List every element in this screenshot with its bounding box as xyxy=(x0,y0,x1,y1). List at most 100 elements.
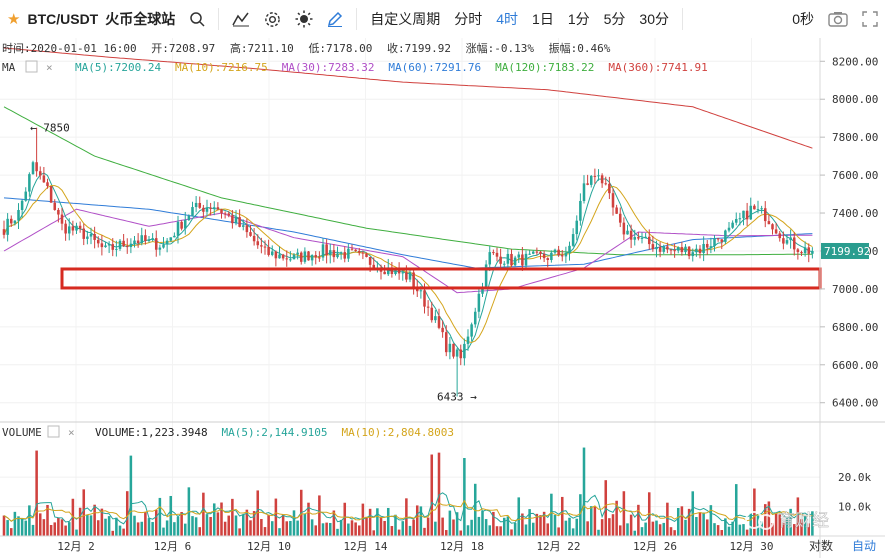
volume-bar xyxy=(180,511,183,536)
volume-bar xyxy=(274,498,278,536)
candle-body xyxy=(618,213,622,223)
volume-settings-icon[interactable] xyxy=(47,425,60,438)
volume-bar xyxy=(354,522,357,536)
auto-scale-button[interactable]: 自动 xyxy=(852,539,876,553)
candle-body xyxy=(510,253,513,266)
volume-bar xyxy=(125,491,129,536)
search-button[interactable] xyxy=(182,0,212,38)
volume-bar xyxy=(194,517,198,536)
countdown-timer: 0秒 xyxy=(792,11,814,27)
candle-body xyxy=(303,251,307,262)
volume-bar xyxy=(386,507,390,536)
candle-body xyxy=(506,253,510,264)
drawing-tool-button[interactable] xyxy=(320,0,350,38)
candle-body xyxy=(107,244,111,246)
volume-bar xyxy=(270,521,274,536)
custom-period-menu[interactable]: 自定义周期 xyxy=(370,11,441,27)
theme-toggle-button[interactable] xyxy=(288,0,320,38)
candle-body xyxy=(169,237,173,241)
ma-close-icon[interactable]: × xyxy=(46,61,53,74)
volume-bar xyxy=(350,520,354,536)
candle-body xyxy=(622,222,626,235)
volume-bar xyxy=(292,510,296,536)
candle-body xyxy=(125,246,129,248)
volume-bar xyxy=(535,513,539,536)
volume-bar xyxy=(644,522,647,536)
volume-bar xyxy=(785,518,789,536)
volume-close-icon[interactable]: × xyxy=(68,426,75,439)
volume-bar xyxy=(60,519,64,536)
volume-bar xyxy=(368,508,372,536)
volume-bar xyxy=(89,515,93,536)
candle-body xyxy=(745,210,749,220)
ma-settings-icon[interactable] xyxy=(25,60,38,73)
candle-body xyxy=(811,250,814,254)
screenshot-button[interactable] xyxy=(821,0,855,38)
candle-body xyxy=(564,253,568,257)
candle-body xyxy=(202,207,205,212)
candle-body xyxy=(724,230,727,242)
symbol-name[interactable]: BTC/USDT xyxy=(27,11,99,27)
candle-body xyxy=(513,257,517,266)
candlestick-chart[interactable]: ← 7850 6433 → 时间:2020-01-01 16:00 开:7208… xyxy=(0,38,885,558)
volume-bar xyxy=(521,513,524,536)
indicators-button[interactable] xyxy=(225,0,257,38)
candle-body xyxy=(597,175,600,177)
candle-body xyxy=(705,243,709,248)
ma-legend-item: MA(120):7183.22 xyxy=(495,61,594,74)
candle-body xyxy=(774,229,778,234)
candle-body xyxy=(60,214,64,224)
period-5m[interactable]: 5分 xyxy=(603,11,626,27)
volume-bar xyxy=(463,458,466,536)
volume-tick-label: 20.0k xyxy=(838,471,871,484)
candle-body xyxy=(405,272,408,280)
volume-bar xyxy=(749,513,753,536)
candle-body xyxy=(274,251,278,259)
volume-bar xyxy=(629,514,633,536)
volume-bar xyxy=(637,504,640,536)
candle-body xyxy=(332,250,336,258)
candle-body xyxy=(151,238,154,240)
low-annotation: 6433 → xyxy=(437,390,477,403)
candle-body xyxy=(17,209,20,221)
price-tick-label: 6600.00 xyxy=(832,359,878,372)
candle-body xyxy=(267,247,270,255)
info-close: 收:7199.92 xyxy=(387,41,451,55)
period-1d[interactable]: 1日 xyxy=(532,11,554,27)
period-30m[interactable]: 30分 xyxy=(639,11,669,27)
volume-bar xyxy=(582,447,586,536)
period-4h[interactable]: 4时 xyxy=(496,11,519,27)
candle-body xyxy=(53,202,57,210)
candle-body xyxy=(691,252,695,257)
candle-body xyxy=(20,200,24,210)
time-tick-label: 12月 10 xyxy=(247,540,291,553)
candle-body xyxy=(796,249,800,253)
period-timeline[interactable]: 分时 xyxy=(454,11,483,27)
candle-body xyxy=(118,240,122,249)
fullscreen-button[interactable] xyxy=(855,0,885,38)
volume-bar xyxy=(144,511,147,536)
candle-body xyxy=(647,236,651,245)
period-1m[interactable]: 1分 xyxy=(567,11,590,27)
candle-body xyxy=(807,247,811,254)
candle-body xyxy=(477,293,481,312)
candle-body xyxy=(626,230,629,235)
candle-body xyxy=(2,229,6,235)
volume-bar xyxy=(742,524,745,536)
candle-body xyxy=(742,210,745,219)
volume-bar xyxy=(31,524,35,536)
volume-bar xyxy=(716,525,720,536)
log-scale-button[interactable]: 对数 xyxy=(809,538,833,553)
theme-sun-icon xyxy=(295,10,313,28)
candle-body xyxy=(676,247,680,251)
ma-legend-item: MA(360):7741.91 xyxy=(608,61,707,74)
volume-bar xyxy=(245,509,249,536)
candle-body xyxy=(401,272,405,274)
volume-bar xyxy=(702,512,705,536)
favorite-star-button[interactable]: ★ xyxy=(0,0,27,38)
candle-body xyxy=(154,238,158,250)
volume-bar xyxy=(361,503,365,536)
volume-bar xyxy=(42,519,46,536)
settings-button[interactable] xyxy=(257,0,288,38)
volume-bar xyxy=(38,513,42,536)
